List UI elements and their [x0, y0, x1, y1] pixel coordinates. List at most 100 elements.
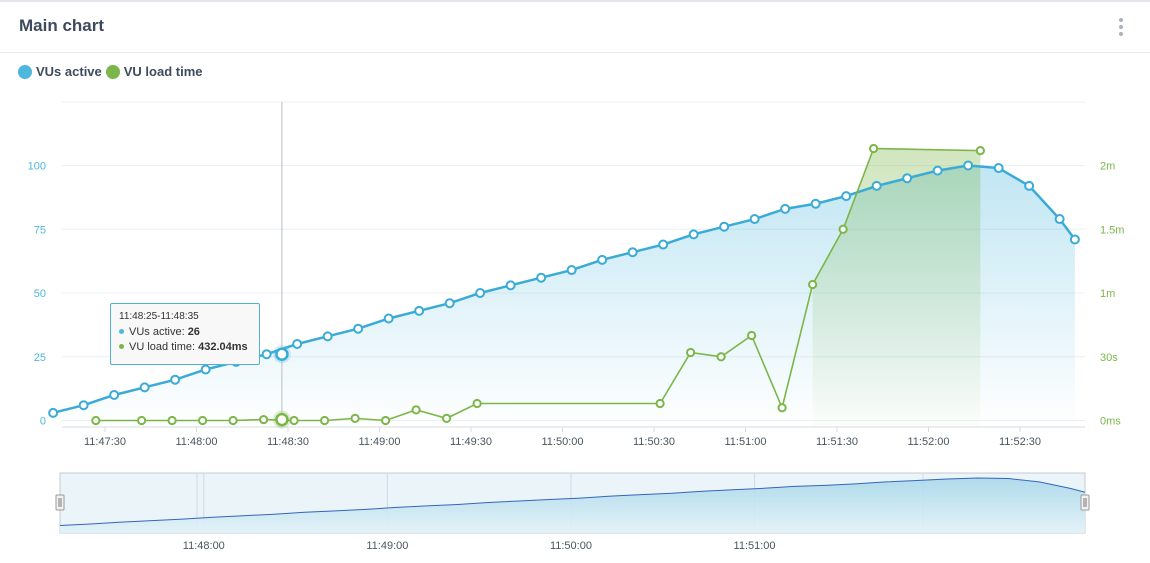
- vus-point: [627, 247, 638, 258]
- y-right-tick-label: 30s: [1100, 352, 1118, 364]
- vertical-dots-icon[interactable]: [1115, 16, 1127, 40]
- vus-point: [292, 339, 303, 349]
- legend-label-load: VU load time: [123, 64, 203, 79]
- x-tick-label: 11:49:30: [450, 436, 492, 448]
- chart-header: Main chart: [0, 2, 1150, 53]
- vus-point: [902, 173, 913, 184]
- vus-point: [444, 298, 455, 309]
- load-point: [259, 414, 269, 425]
- navigator-series-line: [59, 477, 1086, 527]
- x-tick-label: 11:51:00: [724, 436, 766, 448]
- vus-point: [1054, 214, 1065, 225]
- legend-item-load-time[interactable]: VU load time: [105, 64, 203, 79]
- legend-swatch-vus: [18, 64, 32, 79]
- load-point: [686, 347, 696, 358]
- legend-swatch-load: [105, 64, 120, 79]
- load-point: [411, 405, 421, 415]
- vus-point: [963, 160, 974, 171]
- y-right-tick-label: 1m: [1100, 288, 1115, 300]
- load-point: [777, 403, 787, 413]
- vus-point: [78, 400, 89, 411]
- navigator-tick-label: 11:50:00: [550, 540, 592, 552]
- vus-point: [810, 198, 821, 209]
- tooltip-row-load: VU load time: 432.04ms: [119, 340, 251, 355]
- vus-point: [688, 229, 699, 240]
- top-border: [0, 0, 1150, 2]
- y-left-tick-label: 100: [28, 161, 46, 173]
- vus-point: [932, 165, 943, 176]
- x-tick-label: 11:52:30: [999, 436, 1041, 448]
- x-tick-label: 11:48:30: [267, 436, 309, 448]
- y-left-tick-label: 50: [34, 288, 46, 300]
- load-point: [975, 146, 985, 156]
- load-point: [289, 415, 299, 426]
- vus-point: [383, 313, 394, 324]
- load-point: [91, 415, 101, 426]
- legend-item-vus-active[interactable]: VUs active: [18, 64, 102, 79]
- vus-point: [414, 305, 425, 316]
- vus-point: [322, 331, 333, 342]
- y-right-tick-label: 1.5m: [1100, 224, 1124, 236]
- chart-legend: VUs active VU load time: [18, 64, 207, 79]
- x-tick-label: 11:49:00: [358, 436, 400, 448]
- load-point: [350, 413, 360, 423]
- load-point: [747, 330, 757, 341]
- load-point: [716, 352, 726, 362]
- vus-point: [139, 382, 150, 393]
- page-title: Main chart: [19, 16, 105, 35]
- vus-point: [749, 214, 760, 225]
- vus-point: [1024, 180, 1035, 191]
- tooltip-bullet-vus: [119, 329, 124, 335]
- load-point: [808, 279, 818, 290]
- vus-point: [109, 390, 120, 400]
- load-point: [472, 398, 482, 409]
- chart-tooltip: 11:48:25-11:48:35 VUs active: 26 VU load…: [110, 303, 260, 365]
- vus-point: [780, 203, 791, 214]
- vus-point: [719, 221, 730, 232]
- load-point: [198, 415, 208, 426]
- navigator-handle-right[interactable]: [1080, 494, 1090, 511]
- vus-hover-point: [275, 347, 289, 361]
- x-tick-label: 11:52:00: [907, 436, 949, 448]
- vus-point: [1069, 234, 1080, 245]
- y-right-tick-label: 0ms: [1100, 416, 1121, 428]
- y-left-tick-label: 25: [34, 352, 46, 364]
- load-point: [869, 143, 879, 154]
- navigator-tick-label: 11:51:00: [734, 540, 776, 552]
- y-left-tick-label: 75: [34, 224, 46, 236]
- vus-point: [170, 374, 181, 385]
- tooltip-bullet-load: [119, 344, 124, 350]
- load-point: [381, 415, 391, 426]
- y-right-tick-label: 2m: [1100, 161, 1115, 173]
- main-chart[interactable]: 0 25 50 75 100 0ms 30s 1m 1.5m 2m 11:47:30 11:48:00…: [0, 90, 1150, 560]
- vus-point: [871, 180, 882, 191]
- x-tick-label: 11:51:30: [816, 436, 858, 448]
- vus-point: [841, 191, 852, 202]
- vus-point: [475, 288, 486, 298]
- vus-point: [536, 272, 547, 283]
- vus-point: [658, 239, 669, 250]
- load-hover-point: [275, 412, 289, 427]
- tooltip-value-load: 432.04ms: [198, 341, 248, 353]
- load-area: [812, 148, 981, 427]
- load-point: [442, 413, 452, 423]
- vus-point: [597, 254, 608, 265]
- vus-point: [993, 163, 1004, 174]
- legend-label-vus: VUs active: [36, 64, 102, 79]
- tooltip-row-vus: VUs active: 26: [119, 325, 251, 340]
- load-point: [137, 415, 147, 426]
- load-series-line: [95, 147, 981, 422]
- vus-point: [505, 280, 516, 291]
- x-tick-label: 11:47:30: [84, 436, 126, 448]
- load-point: [228, 415, 238, 426]
- vus-point: [566, 265, 577, 276]
- tooltip-label-vus: VUs active:: [129, 326, 188, 338]
- x-tick-label: 11:50:30: [633, 436, 675, 448]
- load-point: [167, 415, 177, 426]
- y-left-tick-label: 0: [40, 416, 46, 428]
- vus-point: [261, 349, 272, 360]
- vus-point: [200, 364, 211, 375]
- navigator-area: [60, 478, 1085, 533]
- navigator-handle-left[interactable]: [55, 494, 65, 511]
- navigator-tick-label: 11:49:00: [366, 540, 408, 552]
